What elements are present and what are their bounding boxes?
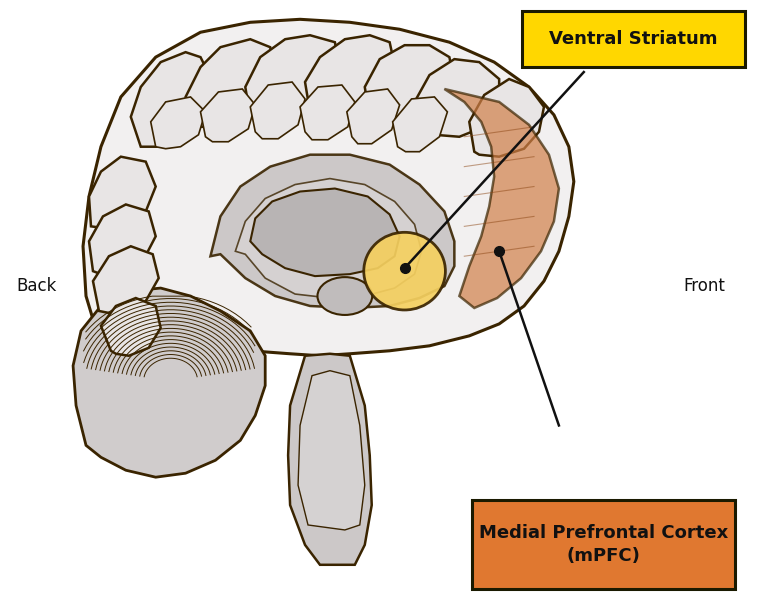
Polygon shape xyxy=(83,19,574,385)
Polygon shape xyxy=(89,204,156,274)
Polygon shape xyxy=(365,45,454,119)
Ellipse shape xyxy=(317,277,373,315)
Text: Back: Back xyxy=(16,277,57,295)
Ellipse shape xyxy=(364,232,445,310)
Polygon shape xyxy=(73,288,265,477)
Text: Medial Prefrontal Cortex
(mPFC): Medial Prefrontal Cortex (mPFC) xyxy=(479,524,728,565)
Polygon shape xyxy=(236,179,422,298)
FancyBboxPatch shape xyxy=(472,500,735,588)
Polygon shape xyxy=(200,89,256,142)
Text: Front: Front xyxy=(683,277,725,295)
Polygon shape xyxy=(300,85,355,140)
Polygon shape xyxy=(469,79,544,157)
Polygon shape xyxy=(250,82,305,139)
Polygon shape xyxy=(298,371,365,530)
Polygon shape xyxy=(101,298,161,356)
Polygon shape xyxy=(415,59,500,137)
Polygon shape xyxy=(288,354,372,565)
Polygon shape xyxy=(131,52,210,147)
Polygon shape xyxy=(89,157,156,228)
Polygon shape xyxy=(186,39,275,127)
Polygon shape xyxy=(444,89,559,308)
Polygon shape xyxy=(210,155,454,308)
Polygon shape xyxy=(250,188,399,276)
Polygon shape xyxy=(93,246,158,313)
FancyBboxPatch shape xyxy=(522,12,745,67)
Text: Ventral Striatum: Ventral Striatum xyxy=(549,30,718,48)
Polygon shape xyxy=(392,97,448,152)
Polygon shape xyxy=(305,35,395,112)
Polygon shape xyxy=(246,35,340,117)
Polygon shape xyxy=(347,89,399,144)
Polygon shape xyxy=(151,97,206,148)
